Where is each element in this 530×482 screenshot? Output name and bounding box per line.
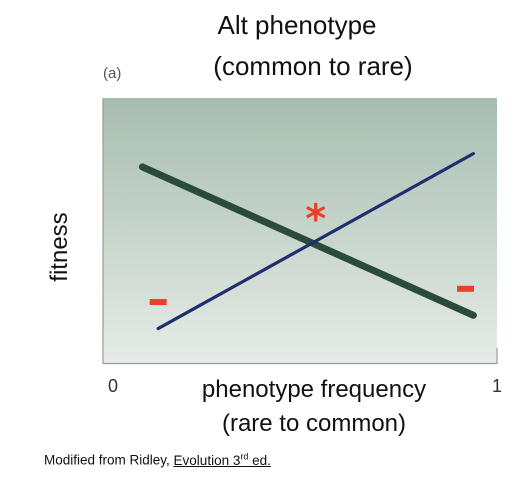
x-tick-label-0: 0 [108,376,118,396]
source-credit: Modified from Ridley, Evolution 3rd ed. [44,451,271,468]
chart-title-line-2: (common to rare) [213,51,412,81]
annotation-layer: * [149,196,474,306]
plot-area [103,98,497,363]
annotation-minus-2 [456,285,474,292]
credit-prefix: Modified from Ridley, [44,452,174,468]
x-axis-label-line-2: (rare to common) [222,410,406,437]
credit-book-title: Evolution 3rd ed. [173,451,271,468]
series-line-1 [156,152,475,331]
panel-label: (a) [103,65,121,82]
x-tick-label-1: 1 [492,376,502,396]
annotation-asterisk: * [305,196,326,242]
series-line-0 [138,163,477,319]
chart-title-line-1: Alt phenotype [217,10,376,40]
y-axis-label: fitness [46,212,73,281]
credit-book: Evolution 3 [173,452,241,468]
credit-suffix: ed. [248,452,271,468]
annotation-minus-1 [149,299,167,306]
credit-edition-sup: rd [240,451,249,461]
x-axis-label-line-1: phenotype frequency [202,376,426,403]
series-layer [138,152,477,331]
